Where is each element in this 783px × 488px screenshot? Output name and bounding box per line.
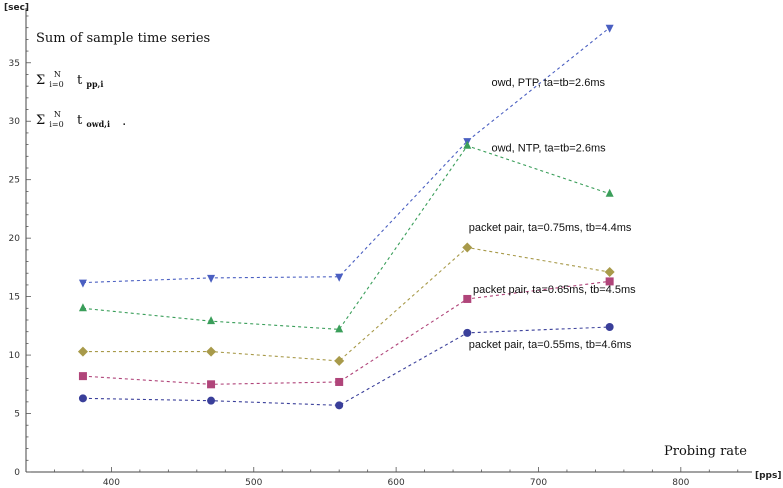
data-point [78,372,87,381]
formula-pp-sup: N [54,70,61,79]
formula-pp-sigma: Σ [36,73,45,88]
series-3 [77,242,615,366]
data-point [334,355,345,366]
y-tick-label: 15 [9,293,20,303]
series-4 [78,277,614,389]
series-label: packet pair, ta=0.55ms, tb=4.6ms [469,339,632,351]
data-point [605,24,614,33]
data-point [207,316,216,325]
x-tick-label: 800 [672,478,689,488]
y-axis-unit: [sec] [4,3,29,13]
data-point [78,279,87,288]
data-point [207,396,216,405]
formula-pp-sub: i=0 [49,80,63,89]
data-point [463,294,472,303]
formula-owd-dot: . [122,114,126,129]
data-point [463,140,472,149]
data-point [605,323,614,332]
data-point [335,273,344,282]
data-point [78,394,87,403]
x-tick-label: 700 [530,478,547,488]
formula-owd-term: t [77,113,83,128]
data-point [463,328,472,337]
series-line [82,145,610,330]
formula-pp-term-sub: pp,i [86,79,103,89]
series-line [82,27,610,284]
labels-group: owd, PTP, ta=tb=2.6ms owd, NTP, ta=tb=2.6… [469,77,636,351]
chart-title: Sum of sample time series [36,31,210,46]
x-tick-label: 600 [388,478,405,488]
data-point [335,324,344,333]
series-group [77,24,615,410]
formula-owd: Σ i=0 N t owd,i . [36,106,126,131]
data-point [462,242,473,253]
series-2 [78,140,614,333]
data-point [77,346,88,357]
series-label: packet pair, ta=0.65ms, tb=4.5ms [473,284,636,296]
formula-owd-term-sub: owd,i [86,119,110,129]
series-line [82,246,610,362]
data-point [206,346,217,357]
series-label: owd, NTP, ta=tb=2.6ms [491,143,606,155]
x-axis-title: Probing rate [664,444,747,459]
series-line [82,280,610,385]
data-point [604,267,615,278]
formula-owd-sup: N [54,110,61,119]
y-tick-label: 0 [14,468,20,478]
series-line [82,326,610,406]
data-point [335,377,344,386]
series-label: packet pair, ta=0.75ms, tb=4.4ms [469,222,632,234]
y-tick-label: 35 [9,59,20,69]
svg-text:Σ i=0 N t: Σ i=0 N t pp,i [36,66,103,91]
y-tick-label: 5 [14,410,20,420]
x-axis-unit: [pps] [755,471,781,481]
data-point [605,277,614,286]
y-tick-label: 20 [9,234,21,244]
series-5 [78,323,614,410]
series-1 [78,24,614,288]
x-tick-label: 400 [103,478,120,488]
formula-owd-sub: i=0 [49,120,63,129]
axes: 0 5 10 15 20 25 30 35 400 500 600 700 800 [9,8,752,488]
data-point [78,303,87,312]
x-tick-label: 500 [245,478,262,488]
data-point [207,380,216,389]
series-label: owd, PTP, ta=tb=2.6ms [491,77,605,89]
data-point [335,401,344,410]
y-tick-label: 30 [9,117,21,127]
data-point [605,188,614,197]
svg-text:Σ i=0 N t: Σ i=0 N t owd,i . [36,106,126,131]
formula-owd-sigma: Σ [36,113,45,128]
formula-pp-term: t [77,73,83,88]
formula-pp: Σ i=0 N t pp,i [36,66,103,91]
data-point [207,274,216,283]
y-tick-label: 10 [9,351,21,361]
y-tick-label: 25 [9,176,20,186]
